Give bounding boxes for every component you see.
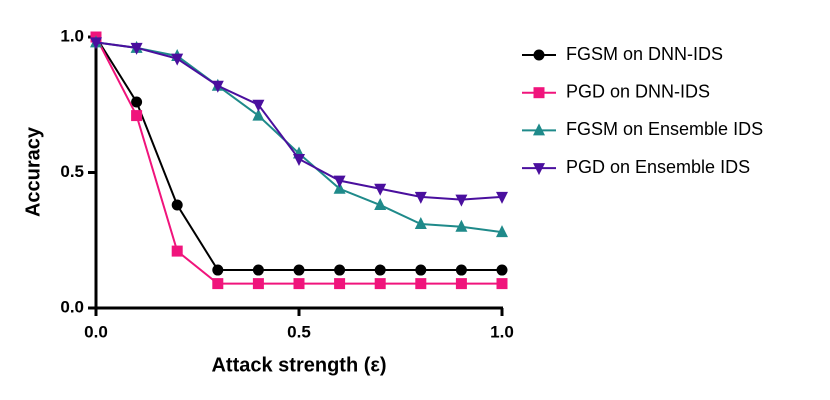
marker — [211, 80, 224, 93]
marker — [533, 49, 545, 61]
series-line — [95, 41, 503, 201]
marker — [533, 123, 545, 136]
y-tick-label: 1.0 — [60, 26, 84, 45]
marker — [496, 191, 508, 204]
marker — [171, 53, 184, 66]
marker — [455, 278, 467, 290]
x-tick-label: 0.0 — [84, 322, 108, 341]
marker — [414, 216, 427, 229]
marker — [171, 245, 183, 257]
x-axis-title: Attack strength (ε) — [211, 354, 386, 376]
legend-label: PGD on DNN-IDS — [566, 81, 710, 101]
marker — [374, 278, 386, 290]
y-axis-title: Accuracy — [22, 126, 44, 217]
marker — [90, 37, 102, 50]
marker — [293, 278, 305, 290]
marker — [333, 175, 346, 188]
marker — [533, 163, 545, 176]
marker — [293, 153, 305, 166]
marker — [131, 110, 143, 122]
marker — [131, 96, 143, 108]
marker — [374, 264, 386, 276]
marker — [455, 219, 468, 232]
marker — [130, 42, 143, 55]
marker — [252, 264, 264, 276]
marker — [212, 264, 224, 276]
marker — [252, 278, 264, 290]
marker — [414, 191, 427, 204]
y-tick-label: 0.5 — [60, 162, 84, 181]
marker — [171, 199, 183, 211]
marker — [252, 99, 265, 112]
legend-label: FGSM on Ensemble IDS — [566, 119, 763, 139]
marker — [293, 264, 305, 276]
marker — [455, 264, 467, 276]
marker — [334, 278, 346, 290]
marker — [212, 278, 224, 290]
x-tick-label: 0.5 — [287, 322, 311, 341]
y-tick-label: 0.0 — [60, 297, 84, 316]
marker — [334, 264, 346, 276]
legend-label: PGD on Ensemble IDS — [566, 157, 750, 177]
marker — [455, 194, 468, 207]
marker — [333, 181, 346, 194]
marker — [374, 198, 387, 211]
legend-label: FGSM on DNN-IDS — [566, 44, 723, 64]
marker — [496, 264, 508, 276]
marker — [533, 87, 545, 99]
marker — [415, 278, 427, 290]
marker — [252, 108, 265, 121]
marker — [496, 225, 508, 238]
marker — [496, 278, 508, 290]
series-line — [95, 41, 503, 234]
marker — [415, 264, 427, 276]
marker — [374, 183, 387, 196]
x-tick-label: 1.0 — [490, 322, 514, 341]
